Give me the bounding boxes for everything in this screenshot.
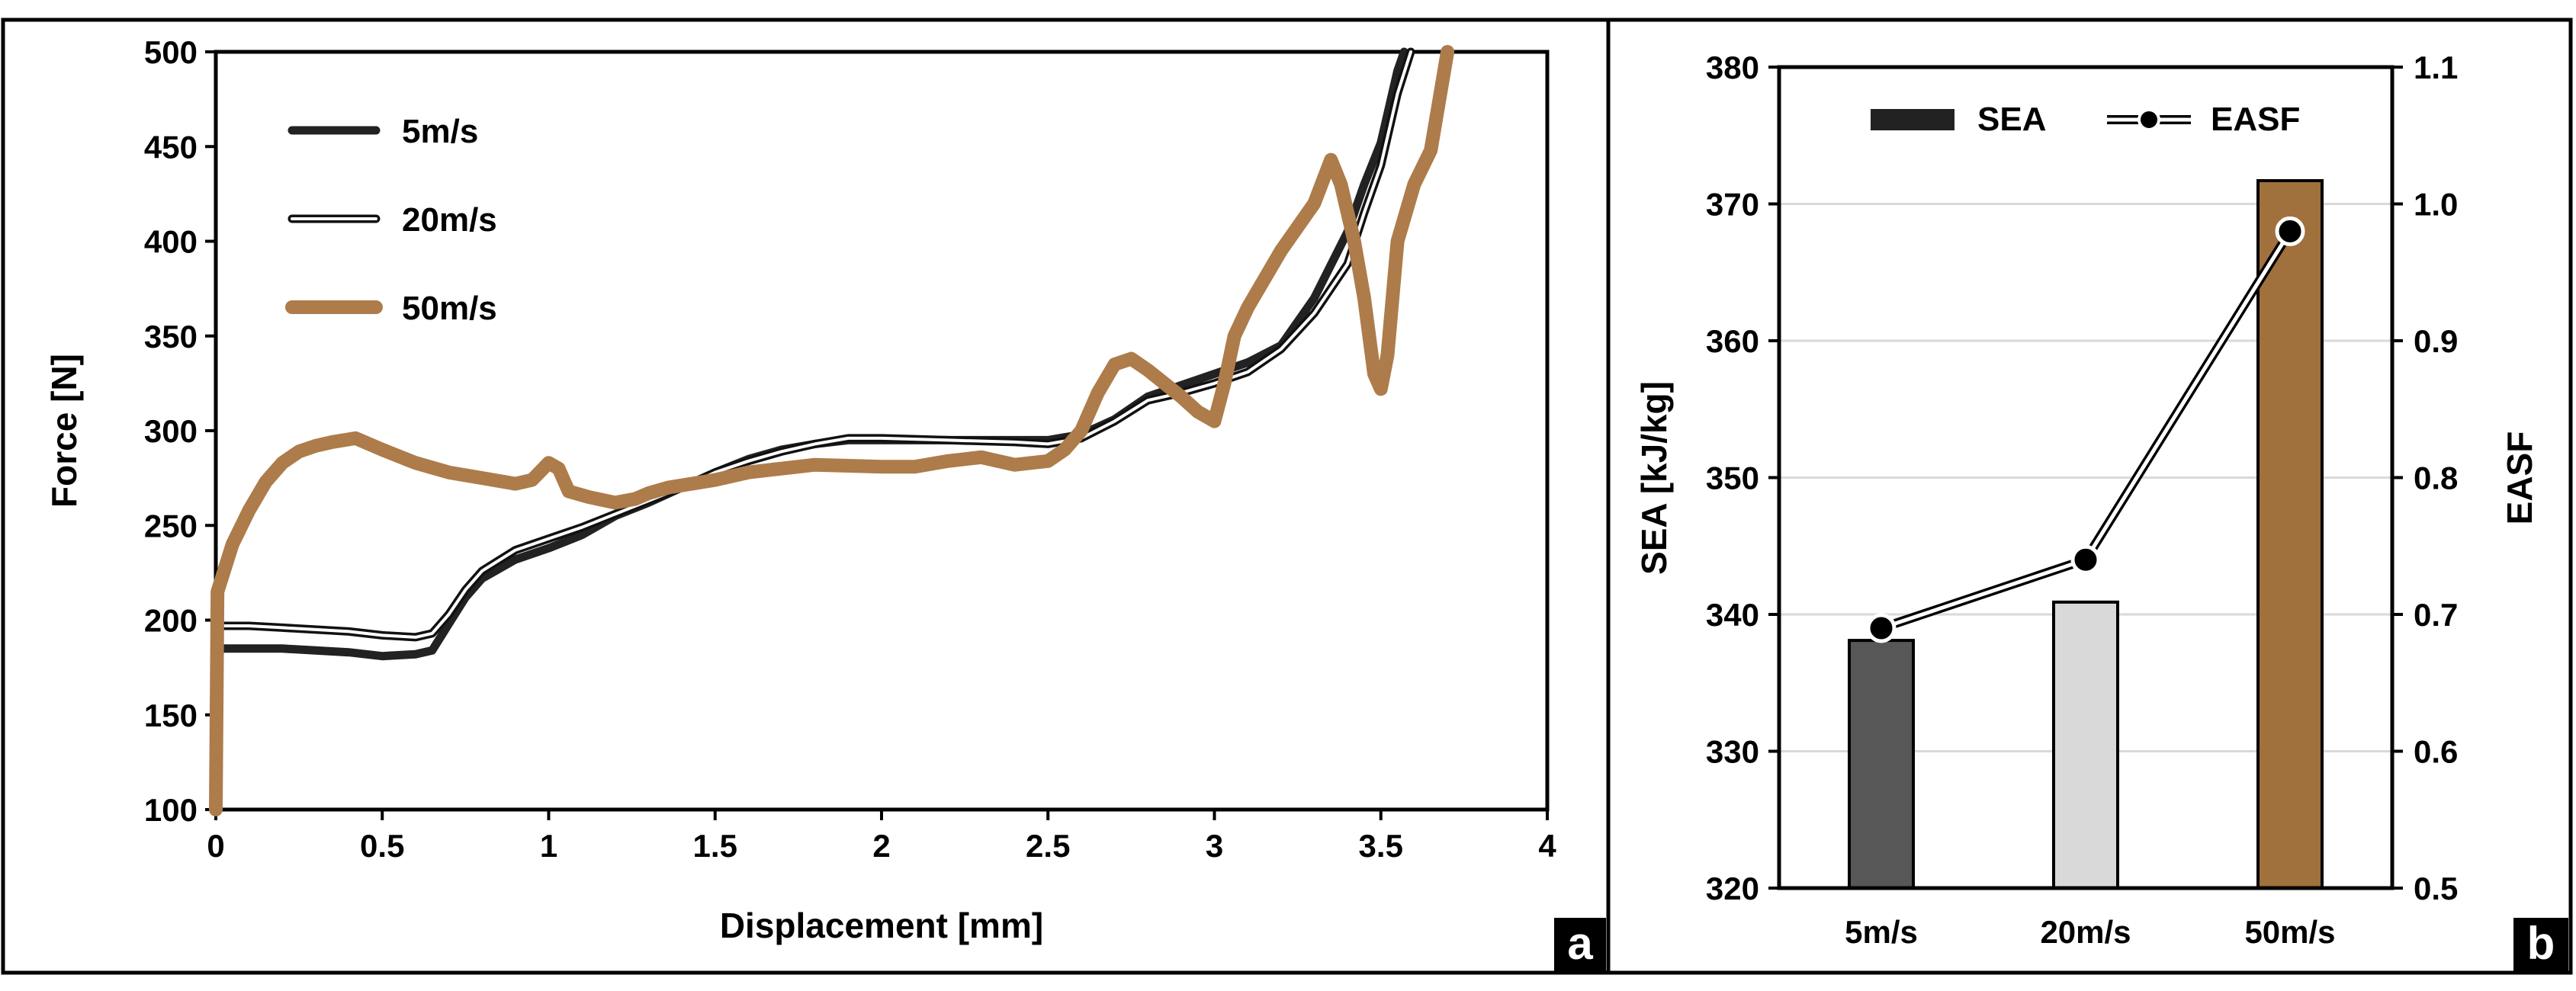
sea-bar-50m-s — [2256, 178, 2324, 890]
panel-a-y-tick-label: 300 — [144, 413, 198, 449]
panel-b-y-tick-label: 340 — [1706, 597, 1759, 633]
panel-b-y2-ticks: 0.5 0.6 0.7 0.8 0.9 1.0 1.1 — [2392, 50, 2458, 906]
panel-b-label: b — [2527, 918, 2555, 969]
panel-b: 320 330 340 350 360 370 380 0.5 0.6 0.7 0.8 0.9 1.0… — [1634, 50, 2568, 971]
legend-easf-label: EASF — [2211, 101, 2300, 138]
panel-a-legend-label-20m-s: 20m/s — [402, 201, 497, 239]
panel-b-easf-line — [1866, 216, 2305, 643]
panel-b-x-tick-label-5m-s: 5m/s — [1845, 914, 1918, 950]
panel-b-y-tick-label: 330 — [1706, 734, 1759, 770]
panel-a-label: a — [1567, 918, 1593, 969]
panel-b-y-tick-label: 380 — [1706, 50, 1759, 85]
panel-b-y2-tick-label: 0.5 — [2414, 871, 2458, 906]
panel-b-y-tick-label: 370 — [1706, 187, 1759, 223]
series-50m-s-line — [209, 45, 1455, 816]
panel-a-label-box — [1554, 918, 1606, 971]
panel-b-y2-tick-label: 0.7 — [2414, 597, 2458, 633]
panel-b-x-tick-label-20m-s: 20m/s — [2040, 914, 2131, 950]
panel-a-x-ticks: 0 0.5 1 1.5 2 2.5 3 3.5 4 — [207, 810, 1556, 864]
panel-a: 0 0.5 1 1.5 2 2.5 3 3.5 4 100 150 200 250 300 350 400 4… — [44, 34, 1606, 971]
legend-sea-swatch — [1871, 109, 1954, 130]
panel-b-y-axis-title: SEA [kJ/kg] — [1634, 381, 1674, 575]
panel-b-y-tick-label: 320 — [1706, 871, 1759, 906]
panel-a-y-tick-label: 100 — [144, 792, 198, 828]
panel-a-x-tick-label: 4 — [1538, 828, 1556, 864]
panel-a-lines — [209, 45, 1455, 816]
panel-a-y-tick-label: 450 — [144, 129, 198, 165]
panel-a-x-tick-label: 3 — [1206, 828, 1223, 864]
sea-bar-5m-s — [1848, 639, 1915, 890]
panel-a-legend: 5m/s 20m/s 50m/s — [285, 113, 497, 327]
panel-a-y-ticks: 100 150 200 250 300 350 400 450 500 — [144, 34, 216, 828]
easf-marker-50m-s — [2275, 216, 2305, 246]
panel-b-y2-tick-label: 0.6 — [2414, 734, 2458, 770]
panel-a-x-axis-title: Displacement [mm] — [720, 906, 1043, 945]
panel-b-y2-tick-label: 1.0 — [2414, 187, 2458, 223]
panel-a-y-tick-label: 350 — [144, 319, 198, 354]
panel-b-y2-axis-title: EASF — [2500, 431, 2539, 525]
panel-b-label-box — [2513, 918, 2568, 971]
easf-marker-5m-s — [1866, 613, 1897, 643]
panel-a-y-tick-label: 200 — [144, 603, 198, 639]
panel-a-y-tick-label: 150 — [144, 698, 198, 733]
panel-a-x-tick-label: 1 — [540, 828, 557, 864]
series-20m-s-line — [214, 50, 1412, 811]
panel-a-x-tick-label: 3.5 — [1359, 828, 1403, 864]
figure-frame — [1, 18, 2573, 975]
panel-b-x-ticks: 5m/s 20m/s 50m/s — [1845, 914, 2335, 950]
legend-easf-marker — [2138, 108, 2160, 131]
panel-a-y-tick-label: 500 — [144, 34, 198, 70]
panel-a-x-tick-label: 2 — [872, 828, 890, 864]
panel-a-x-tick-label: 2.5 — [1026, 828, 1070, 864]
panel-b-y-tick-label: 360 — [1706, 323, 1759, 359]
panel-b-x-tick-label-50m-s: 50m/s — [2244, 914, 2335, 950]
series-5m-s-line — [211, 47, 1408, 814]
panel-a-plot-frame — [214, 50, 1550, 812]
panel-b-y-ticks: 320 330 340 350 360 370 380 — [1706, 50, 1779, 906]
easf-marker-20m-s — [2070, 544, 2101, 575]
sea-bar-20m-s — [2052, 600, 2119, 890]
panel-b-y2-tick-label: 0.9 — [2414, 323, 2458, 359]
panel-a-legend-label-50m-s: 50m/s — [402, 290, 497, 327]
panel-b-bars — [1848, 178, 2324, 890]
panel-a-y-tick-label: 250 — [144, 508, 198, 544]
panel-b-y2-tick-label: 0.8 — [2414, 460, 2458, 496]
panel-a-x-tick-label: 1.5 — [693, 828, 737, 864]
panel-a-y-tick-label: 400 — [144, 224, 198, 260]
panel-b-legend: SEA EASF — [1871, 101, 2300, 138]
series-20m-s-outline — [211, 47, 1415, 814]
panel-a-x-tick-label: 0 — [207, 828, 224, 864]
panel-a-y-axis-title: Force [N] — [44, 354, 84, 508]
panel-a-x-tick-label: 0.5 — [360, 828, 404, 864]
panel-b-y2-tick-label: 1.1 — [2414, 50, 2458, 85]
panel-b-y-tick-label: 350 — [1706, 460, 1759, 496]
legend-sea-label: SEA — [1977, 101, 2046, 138]
panel-a-legend-label-5m-s: 5m/s — [402, 113, 478, 150]
